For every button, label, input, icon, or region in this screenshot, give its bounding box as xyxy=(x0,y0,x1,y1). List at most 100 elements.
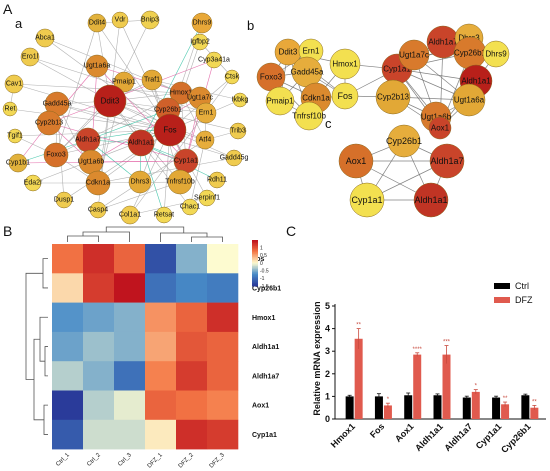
network-a-node-label-eda2r: Eda2r xyxy=(24,180,43,187)
network-a-edge-ctsk-col1a1 xyxy=(129,76,233,216)
panel-letter-c: c xyxy=(325,116,332,131)
heatmap-cell-fos-ctrl-2 xyxy=(83,244,115,274)
network-a-node-cyp3a41a: Cyp3a41a xyxy=(198,51,230,69)
heatmap-scale-swatch xyxy=(252,259,258,262)
network-a-edge-atf4-chac1 xyxy=(189,139,206,208)
network-b-node-circle-tnfrsf10b xyxy=(294,101,324,131)
network-a-node-circle-aldh1a1 xyxy=(127,129,155,157)
network-b-node-label-ugt1a7c: Ugt1a7c xyxy=(399,51,429,60)
network-a-node-circle-foxo3 xyxy=(43,142,69,168)
network-c-node-label-cyp1a1: Cyp1a1 xyxy=(351,195,382,205)
bar-chart-bars: ** Hmox1 * Fos **** Aox1 *** Aldh1a1 * Aldh1a7 ** C… xyxy=(329,323,539,455)
network-a-node-label-ugt1a7c: Ugt1a7c xyxy=(187,95,214,102)
heatmap-scale-swatch xyxy=(252,275,258,278)
x-tick-label-fos: Fos xyxy=(368,421,386,439)
network-a-node-circle-retsat xyxy=(155,206,173,224)
network-b-node-label-dhrs9: Dhrs9 xyxy=(485,50,507,59)
heatmap-cell-aox1-dfz-1 xyxy=(145,390,177,421)
network-a-node-chac1: Chac1 xyxy=(180,198,200,216)
network-a-node-label-ugt1a6a: Ugt1a6a xyxy=(84,63,111,70)
network-a-node-gadd45g: Gadd45g xyxy=(220,149,249,167)
network-a-node-label-ret: Ret xyxy=(5,106,16,113)
heatmap-row-label-fos: Fos xyxy=(252,256,265,263)
heatmap-cell-hmox1-ctrl-3 xyxy=(114,302,146,333)
network-b-node-label-aldh1a7: Aldh1a7 xyxy=(428,38,458,47)
network-a-edge-hmox1-cav1 xyxy=(13,83,182,94)
network-b-node-tnfrsf10b: Tnfrsf10b xyxy=(292,101,326,131)
network-a-node-atf4: Atf4 xyxy=(195,130,215,150)
heatmap-cell-aldh1a7-dfz-3 xyxy=(207,361,239,391)
heatmap-column-labels: Ctrl_1 Ctrl_2 Ctrl_3 DFZ_1 DFZ_2 DFZ_3 xyxy=(55,452,226,470)
network-a-node-retsat: Retsat xyxy=(154,206,174,224)
network-c-node-cyp1a1: Cyp1a1 xyxy=(349,182,385,218)
network-a-node-circle-casp4 xyxy=(89,201,107,219)
network-c-node-label-cyp26b1: Cyp26b1 xyxy=(386,136,422,146)
network-a-node-ctsk: Ctsk xyxy=(224,69,240,85)
network-a-node-dusp1: Dusp1 xyxy=(54,191,74,209)
network-a-node-label-pmaip1: Pmaip1 xyxy=(112,79,136,86)
network-c-node-aldh1a7: Aldh1a7 xyxy=(429,143,465,179)
network-a-node-label-dusp1: Dusp1 xyxy=(54,197,74,204)
heatmap-cell-fos-dfz-2 xyxy=(176,244,208,274)
heatmap-scale-swatch xyxy=(252,256,258,259)
bar-ctrl-cyp26b1 xyxy=(521,395,530,419)
y-tick-label: 5 xyxy=(325,301,330,311)
network-a-node-circle-ern1 xyxy=(195,102,217,124)
network-a-node-label-cav1: Cav1 xyxy=(6,81,22,88)
network-a-node-traf1: Traf1 xyxy=(141,69,163,91)
heatmap-scale-swatch xyxy=(252,252,258,255)
network-a-node-label-cyp3a41a: Cyp3a41a xyxy=(198,57,230,64)
heatmap-cell-cyp1a1-ctrl-3 xyxy=(114,419,146,450)
heatmap-scale-swatch xyxy=(252,270,258,273)
heatmap-cell-aldh1a7-dfz-1 xyxy=(145,361,177,391)
heatmap-cell-aldh1a1-dfz-2 xyxy=(176,331,208,362)
network-a-edge-fos-gadd45a xyxy=(56,103,171,131)
dendrogram-branch xyxy=(43,404,48,435)
heatmap-scale-swatch xyxy=(252,279,258,282)
heatmap-cell-cyp26b1-ctrl-2 xyxy=(83,273,115,303)
heatmap-scale-swatch xyxy=(252,269,258,272)
heatmap-cell-fos-ctrl-1 xyxy=(52,244,84,274)
network-a-node-label-chac1: Chac1 xyxy=(180,204,200,211)
heatmap-cell-aldh1a1-ctrl-1 xyxy=(52,331,84,362)
heatmap-cell-hmox1-ctrl-2 xyxy=(83,302,115,333)
network-b-node-label-ddit3: Ddit3 xyxy=(279,48,298,57)
network-b-node-cyp2b13: Cyp2b13 xyxy=(375,79,411,115)
network-a-edge-cyp1a1-cyp2b13 xyxy=(48,122,187,162)
heatmap-row-label-cyp1a1: Cyp1a1 xyxy=(252,432,277,439)
heatmap-row-label-aldh1a7: Aldh1a7 xyxy=(252,373,279,380)
network-a-edge-cdkn1a-gadd45g xyxy=(97,157,235,184)
network-a-node-casp4: Casp4 xyxy=(88,201,108,219)
network-c-nodes: Cyp26b1 Aox1 Aldh1a7 Cyp1a1 Aldh1a1 xyxy=(338,124,465,218)
network-a-node-label-bnip3: Bnip3 xyxy=(141,17,159,24)
network-a-node-cyp2b13: Cyp2b13 xyxy=(35,110,63,136)
network-b-node-circle-hmox1 xyxy=(329,48,361,80)
network-a-node-igfbp2: Igfbp2 xyxy=(190,33,210,51)
network-a-node-circle-cyp3a41a xyxy=(205,51,223,69)
network-a-node-label-cyp1a1: Cyp1a1 xyxy=(174,158,198,165)
network-a-node-label-dhrs9: Dhrs9 xyxy=(193,20,212,27)
y-tick-label: 0 xyxy=(325,414,330,424)
dendrogram-branch xyxy=(105,226,185,233)
y-tick-label: 2 xyxy=(325,369,330,379)
heatmap-scale-swatch xyxy=(252,253,258,256)
network-b-node-circle-aox1 xyxy=(428,116,452,140)
network-b-node-dhrs9: Dhrs9 xyxy=(482,40,510,68)
panel-letter-b: b xyxy=(247,18,254,33)
heatmap-column-dendrogram xyxy=(67,226,223,242)
network-b-node-label-cyp2b13: Cyp2b13 xyxy=(377,93,410,102)
network-a-edge-fos-cav1 xyxy=(13,83,171,131)
network-a-node-dhrs9: Dhrs9 xyxy=(191,12,213,34)
y-axis-label: Relative mRNA expression xyxy=(312,301,322,415)
network-a-node-ret: Ret xyxy=(2,101,18,117)
heatmap-scale-swatch xyxy=(252,267,258,270)
network-a-node-ero1l: Ero1l xyxy=(20,47,40,67)
bar-dfz-cyp1a1 xyxy=(501,404,510,419)
network-b: Ddit3 Ern1 Foxo3 Gadd45a Hmox1 Pmaip1 Cdkn1a Tn… xyxy=(256,23,510,140)
heatmap-row-dendrogram xyxy=(25,258,48,435)
network-a-node-pmaip1: Pmaip1 xyxy=(112,71,136,93)
dendrogram-branch xyxy=(42,258,48,289)
x-tick-label-aldh1a7: Aldh1a7 xyxy=(442,421,474,453)
y-tick-label: 3 xyxy=(325,346,330,356)
